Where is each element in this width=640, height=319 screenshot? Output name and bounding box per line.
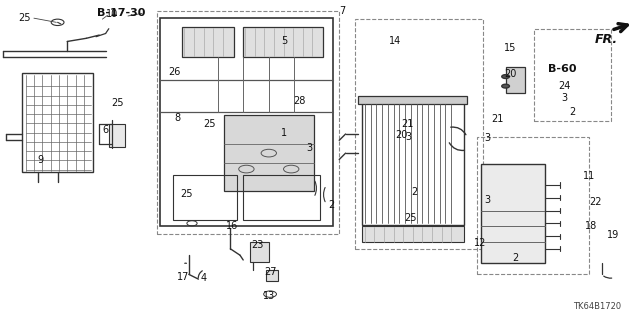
Text: 7: 7 (339, 6, 346, 16)
Text: FR.: FR. (595, 33, 618, 47)
Text: 3: 3 (561, 93, 568, 103)
Text: 12: 12 (474, 238, 486, 248)
Text: 26: 26 (168, 67, 181, 78)
Text: 9: 9 (37, 155, 44, 166)
Text: 14: 14 (389, 36, 402, 47)
Text: 25: 25 (404, 212, 417, 223)
Text: 19: 19 (607, 230, 620, 241)
Text: B-60: B-60 (548, 64, 576, 74)
Circle shape (502, 84, 509, 88)
Text: TK64B1720: TK64B1720 (573, 302, 621, 311)
Text: 3: 3 (306, 143, 312, 153)
Text: 25: 25 (18, 12, 31, 23)
Text: 10: 10 (106, 9, 118, 19)
Text: 21: 21 (492, 114, 504, 124)
Text: B-17-30: B-17-30 (97, 8, 146, 18)
Polygon shape (182, 27, 234, 57)
Polygon shape (109, 124, 125, 147)
Polygon shape (250, 242, 269, 262)
Text: 25: 25 (111, 98, 124, 108)
Text: 20: 20 (396, 130, 408, 140)
Text: 3: 3 (405, 131, 412, 142)
Text: 4: 4 (200, 273, 207, 283)
Polygon shape (224, 115, 314, 191)
Text: 2: 2 (412, 187, 418, 197)
Text: 20: 20 (504, 69, 516, 79)
Text: 25: 25 (204, 119, 216, 130)
Text: 27: 27 (264, 267, 277, 277)
Text: 2: 2 (328, 200, 335, 210)
Polygon shape (362, 226, 464, 242)
Polygon shape (266, 270, 278, 281)
Text: 24: 24 (558, 81, 571, 91)
Circle shape (502, 75, 509, 78)
Polygon shape (243, 27, 323, 57)
Text: 15: 15 (504, 43, 516, 54)
Text: 6: 6 (102, 125, 108, 135)
Text: 21: 21 (401, 119, 414, 129)
Text: 22: 22 (589, 197, 602, 207)
Polygon shape (481, 164, 545, 263)
Text: 1: 1 (280, 128, 287, 138)
Text: 5: 5 (282, 36, 288, 47)
Text: 3: 3 (484, 133, 491, 143)
Text: 2: 2 (570, 107, 576, 117)
Text: 17: 17 (177, 272, 189, 282)
Text: 3: 3 (484, 195, 491, 205)
Text: 2: 2 (512, 253, 518, 263)
Text: 25: 25 (180, 189, 193, 199)
Text: 28: 28 (293, 96, 306, 107)
Polygon shape (358, 96, 467, 104)
Text: 8: 8 (174, 113, 180, 123)
Text: 11: 11 (582, 171, 595, 181)
Text: 18: 18 (584, 221, 597, 231)
Text: 13: 13 (262, 291, 275, 301)
Text: 23: 23 (251, 240, 264, 250)
Polygon shape (506, 67, 525, 93)
Text: 16: 16 (226, 221, 239, 231)
